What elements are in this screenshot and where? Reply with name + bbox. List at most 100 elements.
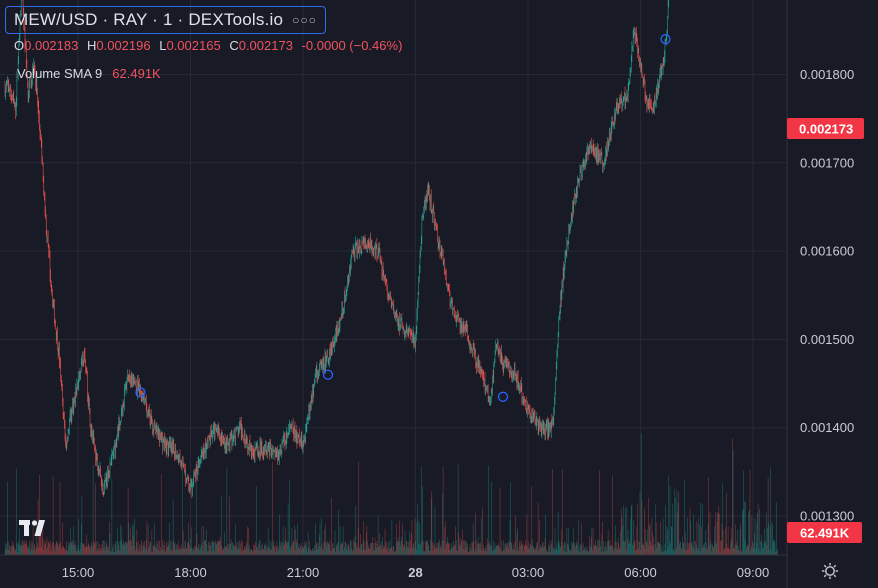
volume-bar [260,545,262,555]
volume-bar [216,543,218,555]
volume-bar [324,529,325,555]
volume-bar [677,502,679,555]
volume-bar [572,542,574,555]
tradingview-logo-icon[interactable] [18,517,51,539]
volume-bar [469,550,470,555]
close-value: 0.002173 [238,38,293,53]
volume-bar [510,543,512,555]
volume-bar [540,547,542,555]
volume-bar [462,529,463,555]
volume-bar [351,540,353,555]
volume-bar [625,508,626,555]
volume-bar [70,527,71,555]
volume-bar [772,541,774,555]
trade-marker[interactable] [135,387,146,398]
volume-bar [336,543,338,555]
volume-bar [431,498,433,555]
volume-bar [44,544,45,555]
volume-bar [679,544,680,555]
trade-marker[interactable] [660,34,671,45]
volume-bar [267,528,269,555]
volume-bar [149,541,151,555]
volume-bar [438,543,440,555]
volume-bar [208,541,210,555]
volume-bar [346,543,348,555]
volume-bar [365,532,367,555]
gear-icon[interactable] [822,563,838,579]
volume-bar [368,545,370,555]
volume-bar [307,531,309,555]
volume-bar [312,548,313,555]
volume-bar [270,549,271,555]
volume-bar [112,547,113,555]
volume-bar [699,551,701,555]
volume-indicator[interactable]: Volume SMA 9 62.491K [17,66,161,81]
price-scale[interactable] [787,0,878,588]
volume-bar [159,551,161,555]
volume-bar [69,542,70,555]
volume-bar [460,540,462,555]
volume-bar [707,547,708,555]
volume-bar [552,469,553,555]
volume-bar [571,550,573,555]
volume-bar [693,514,695,555]
volume-bar [589,544,591,555]
volume-bar [732,438,733,555]
volume-bar [218,540,220,555]
volume-bar [128,523,130,555]
volume-bar [160,474,162,555]
volume-bar [419,523,420,555]
volume-bar [629,540,630,555]
volume-bar [297,548,299,555]
volume-bar [465,541,467,555]
volume-bar [126,543,128,555]
volume-bar [712,546,714,555]
volume-bar [502,549,504,555]
volume-bar [717,512,719,555]
volume-bar [520,543,522,555]
volume-bar [32,519,34,555]
trade-marker[interactable] [497,391,509,402]
volume-bar [710,551,712,555]
volume-bar [282,542,283,555]
volume-bar [100,548,101,555]
volume-bar [658,542,660,555]
volume-bar [713,547,715,555]
volume-bar [367,547,369,555]
volume-bar [154,522,155,555]
volume-bar [169,522,170,555]
volume-bar [728,548,730,555]
trade-marker[interactable] [322,369,334,380]
volume-bar [626,507,628,555]
volume-bar [244,546,246,555]
volume-bar [632,544,633,555]
volume-bar [170,541,171,555]
symbol-title[interactable]: MEW/USD · RAY · 1 · DEXTools.io ○○○ [5,6,326,34]
volume-bar [230,539,232,555]
volume-bar [321,544,323,555]
volume-bar [653,536,655,555]
volume-bar [407,548,409,555]
volume-bar [323,541,325,555]
volume-bar [97,548,98,555]
volume-bar [380,541,382,555]
volume-bar [16,542,18,555]
volume-bar [214,542,216,555]
volume-bar [747,544,749,555]
volume-bar [624,542,626,555]
volume-bar [362,540,364,555]
volume-bar [214,550,215,555]
volume-bar [317,542,319,555]
volume-bar [394,550,396,555]
volume-bar [220,540,221,555]
volume-bar [694,550,696,555]
volume-bar [530,544,531,555]
more-dots-icon[interactable]: ○○○ [292,13,317,27]
volume-bar [667,546,669,555]
volume-bar [505,547,507,555]
volume-bar [240,543,241,555]
volume-bar [195,546,196,555]
volume-bar [433,542,435,555]
volume-bar [570,550,571,555]
